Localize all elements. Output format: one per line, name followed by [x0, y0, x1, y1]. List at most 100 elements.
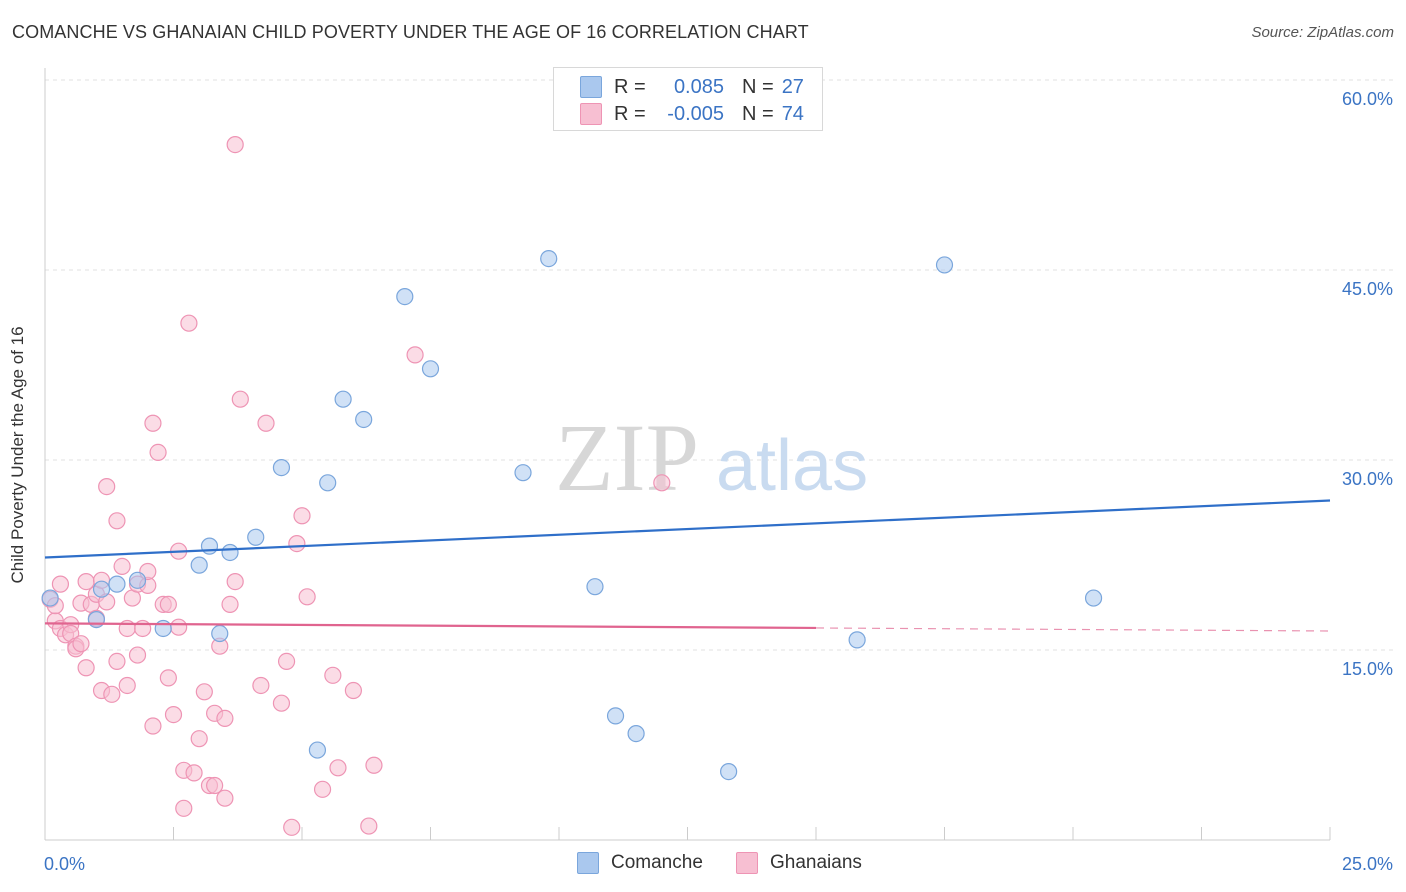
ghanaians-point	[108, 512, 126, 530]
comanche-trend-line	[44, 499, 1331, 559]
ghanaians-point	[170, 618, 188, 636]
comanche-point	[128, 571, 147, 589]
ghanaians-point	[108, 652, 126, 671]
comanche-point	[514, 464, 532, 482]
comanche-point	[540, 250, 558, 268]
ghanaians-swatch	[580, 103, 602, 125]
ghanaians-trend-extension	[815, 627, 1331, 632]
ghanaians-point	[159, 595, 177, 614]
comanche-point	[108, 575, 126, 593]
comanche-point	[154, 619, 172, 638]
legend-n-label: N =	[742, 102, 774, 125]
ghanaians-point	[653, 474, 671, 492]
ghanaians-point	[206, 776, 224, 795]
comanche-point	[586, 578, 604, 596]
legend-row-ghanaians: R = -0.005 N = 74	[580, 101, 804, 127]
y-tick-label: 15.0%	[1342, 659, 1393, 679]
ghanaians-point	[216, 789, 234, 807]
ghanaians-point	[185, 764, 203, 782]
comanche-point	[247, 528, 265, 546]
ghanaians-point	[360, 817, 378, 835]
ghanaians-point	[365, 756, 383, 774]
comanche-point	[848, 631, 866, 649]
chart-title: COMANCHE VS GHANAIAN CHILD POVERTY UNDER…	[12, 22, 809, 42]
ghanaians-point	[344, 681, 362, 700]
ghanaians-point	[77, 659, 95, 677]
comanche-point	[272, 459, 291, 477]
ghanaians-point	[329, 759, 347, 777]
ghanaians-point	[226, 136, 244, 154]
y-tick-label: 30.0%	[1342, 469, 1393, 489]
ghanaians-point	[113, 557, 131, 576]
comanche-point	[396, 288, 414, 306]
ghanaians-point	[190, 730, 208, 748]
comanche-swatch	[580, 76, 602, 98]
x-tick-label: 0.0%	[44, 854, 85, 874]
ghanaians-point	[180, 314, 198, 332]
comanche-point	[200, 537, 219, 555]
ghanaians-point	[283, 818, 301, 836]
ghanaians-point	[149, 443, 167, 461]
legend-r-label: R =	[614, 102, 646, 125]
axes	[44, 68, 1331, 841]
ghanaians-point	[221, 595, 239, 614]
y-axis-label: Child Poverty Under the Age of 16	[8, 326, 27, 584]
legend-n-label: N =	[742, 75, 774, 98]
y-tick-label: 60.0%	[1342, 89, 1393, 109]
comanche-point	[720, 762, 738, 781]
legend-n-value: 27	[781, 75, 804, 98]
bottom-legend-ghanaians: Ghanaians	[736, 852, 862, 874]
bottom-legend-comanche: Comanche	[577, 852, 703, 874]
ghanaians-point	[313, 780, 332, 798]
comanche-point	[92, 580, 111, 598]
comanche-point	[221, 543, 239, 562]
ghanaians-point	[159, 669, 177, 687]
ghanaians-point	[231, 390, 249, 408]
comanche-point	[421, 360, 440, 378]
legend-r-value: -0.005	[667, 102, 724, 125]
ghanaians-point	[144, 717, 162, 735]
comanche-legend-label: Comanche	[611, 852, 703, 873]
comanche-point	[355, 410, 373, 429]
comanche-point	[319, 474, 337, 492]
comanche-point	[87, 610, 106, 629]
ghanaians-point	[324, 666, 342, 684]
comanche-legend-swatch	[577, 852, 599, 874]
comanche-point	[211, 624, 229, 643]
ghanaians-point	[128, 646, 147, 664]
comanche-point	[606, 707, 625, 725]
comanche-point	[334, 390, 352, 408]
legend-n-value: 74	[781, 102, 804, 125]
tick-labels: 15.0% 30.0% 45.0% 60.0% 0.0% 25.0%	[44, 89, 1393, 874]
comanche-point	[627, 724, 645, 743]
ghanaians-point	[175, 799, 193, 817]
gridlines	[45, 79, 1395, 651]
trend-lines	[44, 499, 1331, 632]
ghanaians-legend-label: Ghanaians	[770, 852, 862, 873]
ghanaians-point	[118, 676, 136, 695]
x-tick-label: 25.0%	[1342, 854, 1393, 874]
ghanaians-point	[406, 346, 424, 364]
comanche-point	[41, 589, 59, 607]
ghanaians-point	[195, 683, 213, 701]
ghanaians-point	[103, 685, 121, 703]
ghanaians-trend-line	[44, 622, 817, 630]
ghanaians-point	[288, 534, 306, 553]
legend-r-label: R =	[614, 75, 646, 98]
ghanaians-point	[272, 694, 291, 712]
correlation-legend: R = 0.085 N = 27 R = -0.005 N = 74	[553, 67, 823, 131]
ghanaians-point	[51, 575, 70, 593]
watermark-atlas: atlas	[716, 426, 868, 506]
y-tick-label: 45.0%	[1342, 279, 1393, 299]
ghanaians-point	[298, 588, 316, 606]
ghanaians-point	[293, 507, 311, 525]
comanche-point	[935, 256, 954, 274]
ghanaians-point	[144, 414, 162, 432]
ghanaians-point	[252, 676, 270, 695]
ghanaians-legend-swatch	[736, 852, 758, 874]
ghanaians-point	[277, 652, 296, 671]
ghanaians-point	[164, 705, 183, 724]
ghanaians-point	[98, 478, 116, 496]
comanche-point	[1084, 589, 1103, 607]
